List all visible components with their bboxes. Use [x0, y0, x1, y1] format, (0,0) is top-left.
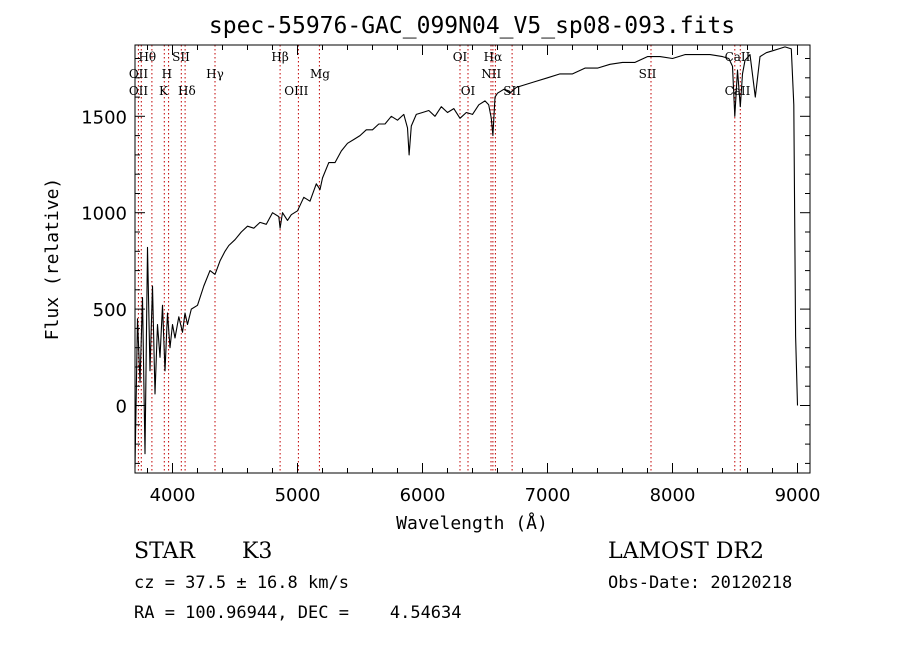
- axis-ticks: 4000 5000 6000 7000 8000 9000 0 500 1000 1500: [81, 45, 820, 506]
- x-tick-label: 8000: [650, 485, 696, 506]
- line-label: Hδ: [178, 84, 196, 98]
- object-subclass: K3: [242, 539, 273, 564]
- y-axis-label: Flux (relative): [42, 178, 63, 341]
- line-label: SII: [639, 67, 657, 81]
- redshift-cz: cz = 37.5 ± 16.8 km/s: [134, 573, 349, 593]
- spectral-line-markers: [137, 45, 741, 473]
- ra-dec-coordinates: RA = 100.96944, DEC = 4.54634: [134, 603, 462, 623]
- observation-date: Obs-Date: 20120218: [608, 573, 793, 593]
- spectrum-series: [134, 46, 799, 468]
- spectral-line-labels: HθOIIOIIHKSIIHδHγHβOIIIMgOIOIHαNIISIISII…: [129, 50, 751, 98]
- line-label: OI: [453, 50, 468, 64]
- y-tick-label: 1500: [81, 107, 127, 128]
- line-label: SII: [172, 50, 190, 64]
- x-tick-label: 6000: [400, 485, 446, 506]
- line-label: K: [159, 84, 169, 98]
- line-label: OIII: [284, 84, 308, 98]
- line-label: CaII: [725, 84, 751, 98]
- object-class: STAR: [134, 539, 195, 564]
- line-label: OII: [129, 67, 149, 81]
- line-label: OI: [461, 84, 476, 98]
- x-tick-label: 9000: [775, 485, 821, 506]
- line-label: NII: [481, 67, 501, 81]
- y-tick-label: 0: [116, 397, 127, 418]
- line-label: H: [162, 67, 172, 81]
- y-tick-label: 1000: [81, 204, 127, 225]
- plot-frame: [134, 44, 811, 474]
- line-label: Hβ: [271, 50, 288, 64]
- survey-name: LAMOST DR2: [608, 539, 764, 564]
- x-tick-label: 4000: [150, 485, 196, 506]
- line-label: OII: [129, 84, 149, 98]
- chart-title: spec-55976-GAC_099N04_V5_sp08-093.fits: [209, 13, 735, 39]
- y-tick-label: 500: [93, 300, 127, 321]
- line-label: Hθ: [138, 50, 156, 64]
- spectrum-line: [134, 46, 799, 468]
- line-label: CaII: [725, 50, 751, 64]
- line-label: Hα: [484, 50, 503, 64]
- line-label: Mg: [310, 67, 330, 81]
- x-tick-label: 7000: [525, 485, 571, 506]
- line-label: Hγ: [206, 67, 224, 81]
- x-axis-label: Wavelength (Å): [396, 512, 548, 534]
- x-tick-label: 5000: [275, 485, 321, 506]
